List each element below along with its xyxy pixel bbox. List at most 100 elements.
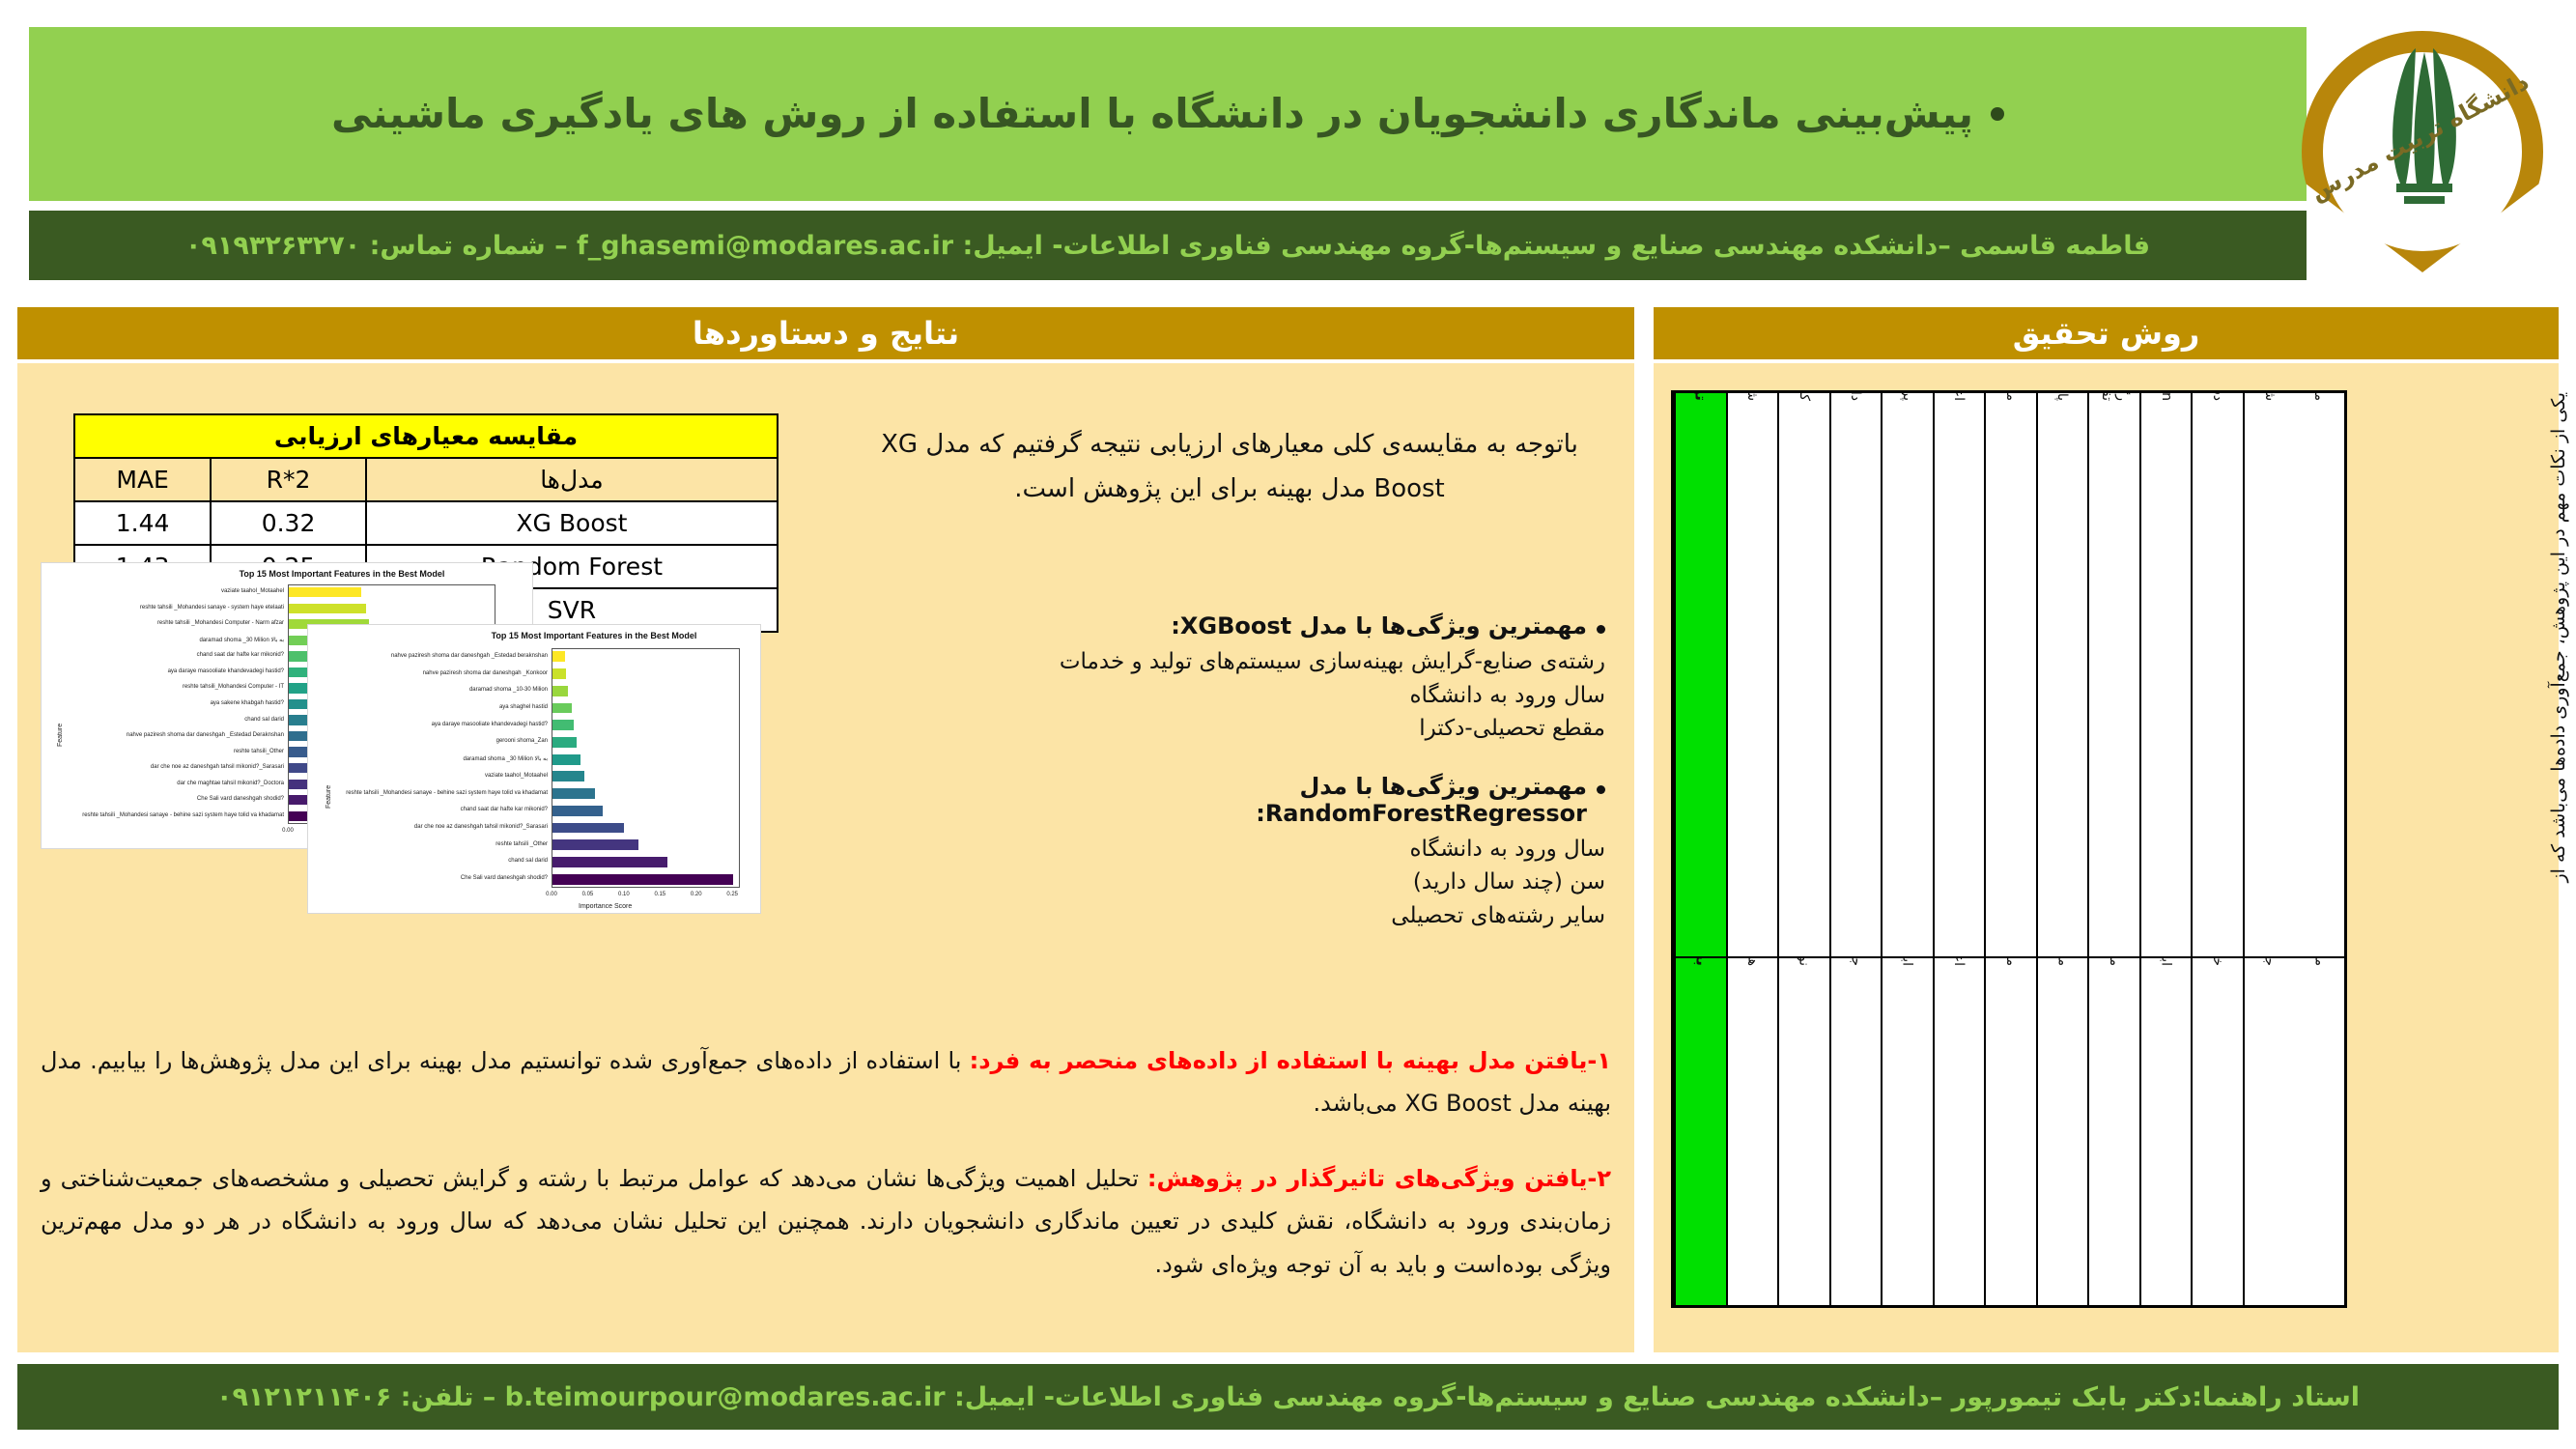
bar-label: chand saat dar hafte kar mikonid? — [196, 652, 284, 659]
bar-label: aya daraye masooliate khandevadegi hasti… — [431, 721, 548, 727]
bar-label: vaziate taahol_Motaahel — [220, 588, 284, 595]
x-tick-label: 0.15 — [654, 892, 666, 897]
bullet-heading-0: مهمترین ویژگی‌ها با مدل XGBoost: — [987, 612, 1605, 639]
bar-label: dar che maghtae tahsil mikonid?_Doctora — [177, 780, 284, 786]
bar-label: reshte tahsili _Other — [495, 840, 548, 847]
x-tick-label: 0.05 — [581, 892, 594, 897]
method-col-body-text: اعتبارسنجی ابزار — [1951, 958, 1967, 966]
bar-label: gerooni shoma_Zan — [495, 738, 548, 745]
finding-2-body: تحلیل اهمیت ویژگی‌ها نشان می‌دهد که عوام… — [41, 1165, 1611, 1278]
method-col-head: شناسایی عوامل ماندگاری دانشجویان در دانش… — [1727, 393, 1778, 959]
method-panel: یکی از نکات مهم در این پژوهش، جمع‌آوری د… — [1654, 363, 2569, 1352]
method-col-body: جامعه آماری — [1831, 958, 1882, 1305]
bar-label: aya daraye masooliate khandevadegi hasti… — [167, 668, 284, 674]
method-col-body: متغیرها — [1986, 958, 2036, 1305]
list-item: سال ورود به دانشگاه — [1409, 836, 1605, 862]
method-col-head-text: مستقل (جنسیت، سن، رشته، مقطع)، وابسته (ر… — [2003, 393, 2019, 401]
method-col-1: کمی – تحلیلی، مبتنی بر یادگیری ماشین نوع … — [1777, 393, 1829, 1305]
bar-label: reshte tahsili_Mohandesi Computer - IT — [182, 684, 284, 691]
method-key-head-text: توضیحات کلیدی — [1692, 393, 1711, 401]
x-tick-label: 0.25 — [726, 892, 739, 897]
metrics-cell: XG Boost — [364, 500, 779, 546]
bullet-heading-1: مهمترین ویژگی‌ها با مدل RandomForestRegr… — [987, 773, 1605, 827]
x-tick-label: 0.00 — [546, 892, 557, 897]
method-col-head-text: محدود بودن حجم نمونه، احتمال سوگیری در پ… — [2311, 393, 2327, 401]
x-tick-label: 0.20 — [690, 892, 702, 897]
bullet-heading-text: مهمترین ویژگی‌ها با مدل XGBoost: — [1171, 612, 1587, 639]
method-col-body: خروجی‌های اصلی مدل — [2193, 958, 2243, 1305]
method-col-head-text: شناسایی عوامل ماندگاری دانشجویان در دانش… — [1744, 393, 1760, 401]
method-col-11: محدود بودن حجم نمونه، احتمال سوگیری در پ… — [2294, 393, 2344, 1305]
method-col-8: Python، Pandas، NumPy، Scikit-learn ابزار… — [2138, 393, 2192, 1305]
bar-label: aya shaghel hastid — [498, 704, 548, 710]
metrics-table-title: مقایسه معیارهای ارزیابی — [73, 413, 778, 459]
metrics-header-2: MAE — [72, 457, 212, 502]
bar-label: reshte tahsili_Other — [233, 748, 284, 754]
table-row: XG Boost 0.32 1.44 — [72, 500, 779, 546]
bar — [552, 720, 574, 731]
finding-1: ۱-یافتن مدل بهینه با استفاده از داده‌های… — [41, 1039, 1611, 1125]
x-tick-label: 0.10 — [618, 892, 630, 897]
method-col-10: شناسایی عوامل کلیدی ماندگاری دانشجویان جم… — [2242, 393, 2295, 1305]
method-col-body-text: جمع‌بندی — [2262, 958, 2278, 966]
method-col-head-text: دانشجویان دانشگاه‌های کشور (نمونه‌گیری د… — [1848, 393, 1863, 401]
method-col-3: پرسشنامه ساختاریافته (طراحی‌شده در فرم‌س… — [1881, 393, 1933, 1305]
finding-2: ۲-یافتن ویژگی‌های تاثیرگذار در پژوهش: تح… — [41, 1157, 1611, 1286]
method-key-body: بخش — [1676, 958, 1726, 1305]
bar-label: daramad shoma _30 Milion به بالا — [463, 756, 548, 763]
method-col-key: توضیحات کلیدی بخش — [1674, 393, 1726, 1305]
section-title-method: روش تحقیق — [2012, 315, 2200, 352]
feature-importance-chart-randomforest: Top 15 Most Important Features in the Be… — [307, 624, 761, 914]
section-band-results: نتایج و دستاوردها — [17, 307, 1634, 359]
bar — [288, 587, 362, 598]
bar — [552, 668, 566, 680]
bar — [552, 839, 638, 851]
bar — [552, 736, 578, 748]
bar — [552, 788, 595, 800]
supervisor-footer-band: استاد راهنما:دکتر بابک تیمورپور –دانشکده… — [17, 1364, 2559, 1430]
results-panel: باتوجه به مقایسه‌ی کلی معیارهای ارزیابی … — [17, 363, 1634, 1352]
bar — [288, 603, 367, 613]
supervisor-contact-text: استاد راهنما:دکتر بابک تیمورپور –دانشکده… — [215, 1381, 2361, 1412]
method-col-body: جمع‌بندی — [2245, 958, 2295, 1305]
logo-tree-icon — [2392, 48, 2456, 204]
method-col-head: دانشجویان دانشگاه‌های کشور (نمونه‌گیری د… — [1830, 393, 1882, 959]
results-intro-text: باتوجه به مقایسه‌ی کلی معیارهای ارزیابی … — [881, 430, 1578, 503]
method-col-2: دانشجویان دانشگاه‌های کشور (نمونه‌گیری د… — [1828, 393, 1882, 1305]
method-col-head: شناسایی عوامل کلیدی ماندگاری دانشجویان — [2244, 393, 2295, 959]
method-col-body: مراحل پیش‌پردازش — [2038, 958, 2088, 1305]
bar-label: Che Sali vard daneshgah shodid? — [196, 796, 284, 803]
finding-1-body: با استفاده از داده‌های جمع‌آوری شده توان… — [41, 1047, 1611, 1118]
method-col-head: دقت پیش‌بینی (R²)، خطای مطلق میانگین (MA… — [2193, 393, 2243, 959]
method-col-body: ابزار تحلیل و پیاده‌سازی — [2141, 958, 2192, 1305]
method-side-paragraph: یکی از نکات مهم در این پژوهش، جمع‌آوری د… — [2548, 392, 2569, 883]
method-col-body: نوع پژوهش — [1779, 958, 1829, 1305]
chart-b-title: Top 15 Most Important Features in the Be… — [491, 631, 697, 640]
chart-a-title: Top 15 Most Important Features in the Be… — [239, 569, 445, 579]
list-item: سایر رشته‌های تحصیلی — [1391, 902, 1605, 928]
metrics-cell: 0.32 — [210, 500, 367, 546]
bullet-gap — [987, 746, 1605, 773]
bar — [552, 651, 565, 663]
bar-label: chand sal darid — [244, 716, 284, 723]
method-col-body: اعتبارسنجی ابزار — [1935, 958, 1985, 1305]
bar — [552, 856, 667, 867]
bar-label: nahve paziresh shoma dar daneshgah _Este… — [390, 652, 548, 659]
bar-label: nahve paziresh shoma dar daneshgah _Este… — [126, 732, 284, 739]
method-col-head-text: Python، Pandas، NumPy، Scikit-learn — [2159, 393, 2174, 401]
bar-label: reshte tahsili _Mohandesi Computer - Nar… — [156, 620, 284, 627]
method-col-body-text: مدل‌های یادگیری ماشین — [2107, 958, 2122, 966]
method-col-body-text: ابزار تحلیل و پیاده‌سازی — [2159, 958, 2174, 966]
method-col-body: محدودیت‌های تحقیق — [2294, 958, 2344, 1305]
bar-label: chand sal darid — [508, 858, 548, 865]
method-col-body-text: محدودیت‌های تحقیق — [2311, 958, 2327, 966]
bar-label: dar che noe az daneshgah tahsil mikonid?… — [413, 824, 548, 830]
bar — [552, 685, 568, 696]
method-col-head: کمی – تحلیلی، مبتنی بر یادگیری ماشین — [1779, 393, 1829, 959]
chart-b-frame — [552, 648, 740, 888]
method-col-head: پرسشنامه ساختاریافته (طراحی‌شده در فرم‌س… — [1882, 393, 1933, 959]
bar — [552, 873, 733, 885]
method-col-head: رگرسیون خطی، جنگل تصادفی (Random Forest)… — [2089, 393, 2139, 959]
method-col-body: مدل‌های یادگیری ماشین — [2089, 958, 2139, 1305]
